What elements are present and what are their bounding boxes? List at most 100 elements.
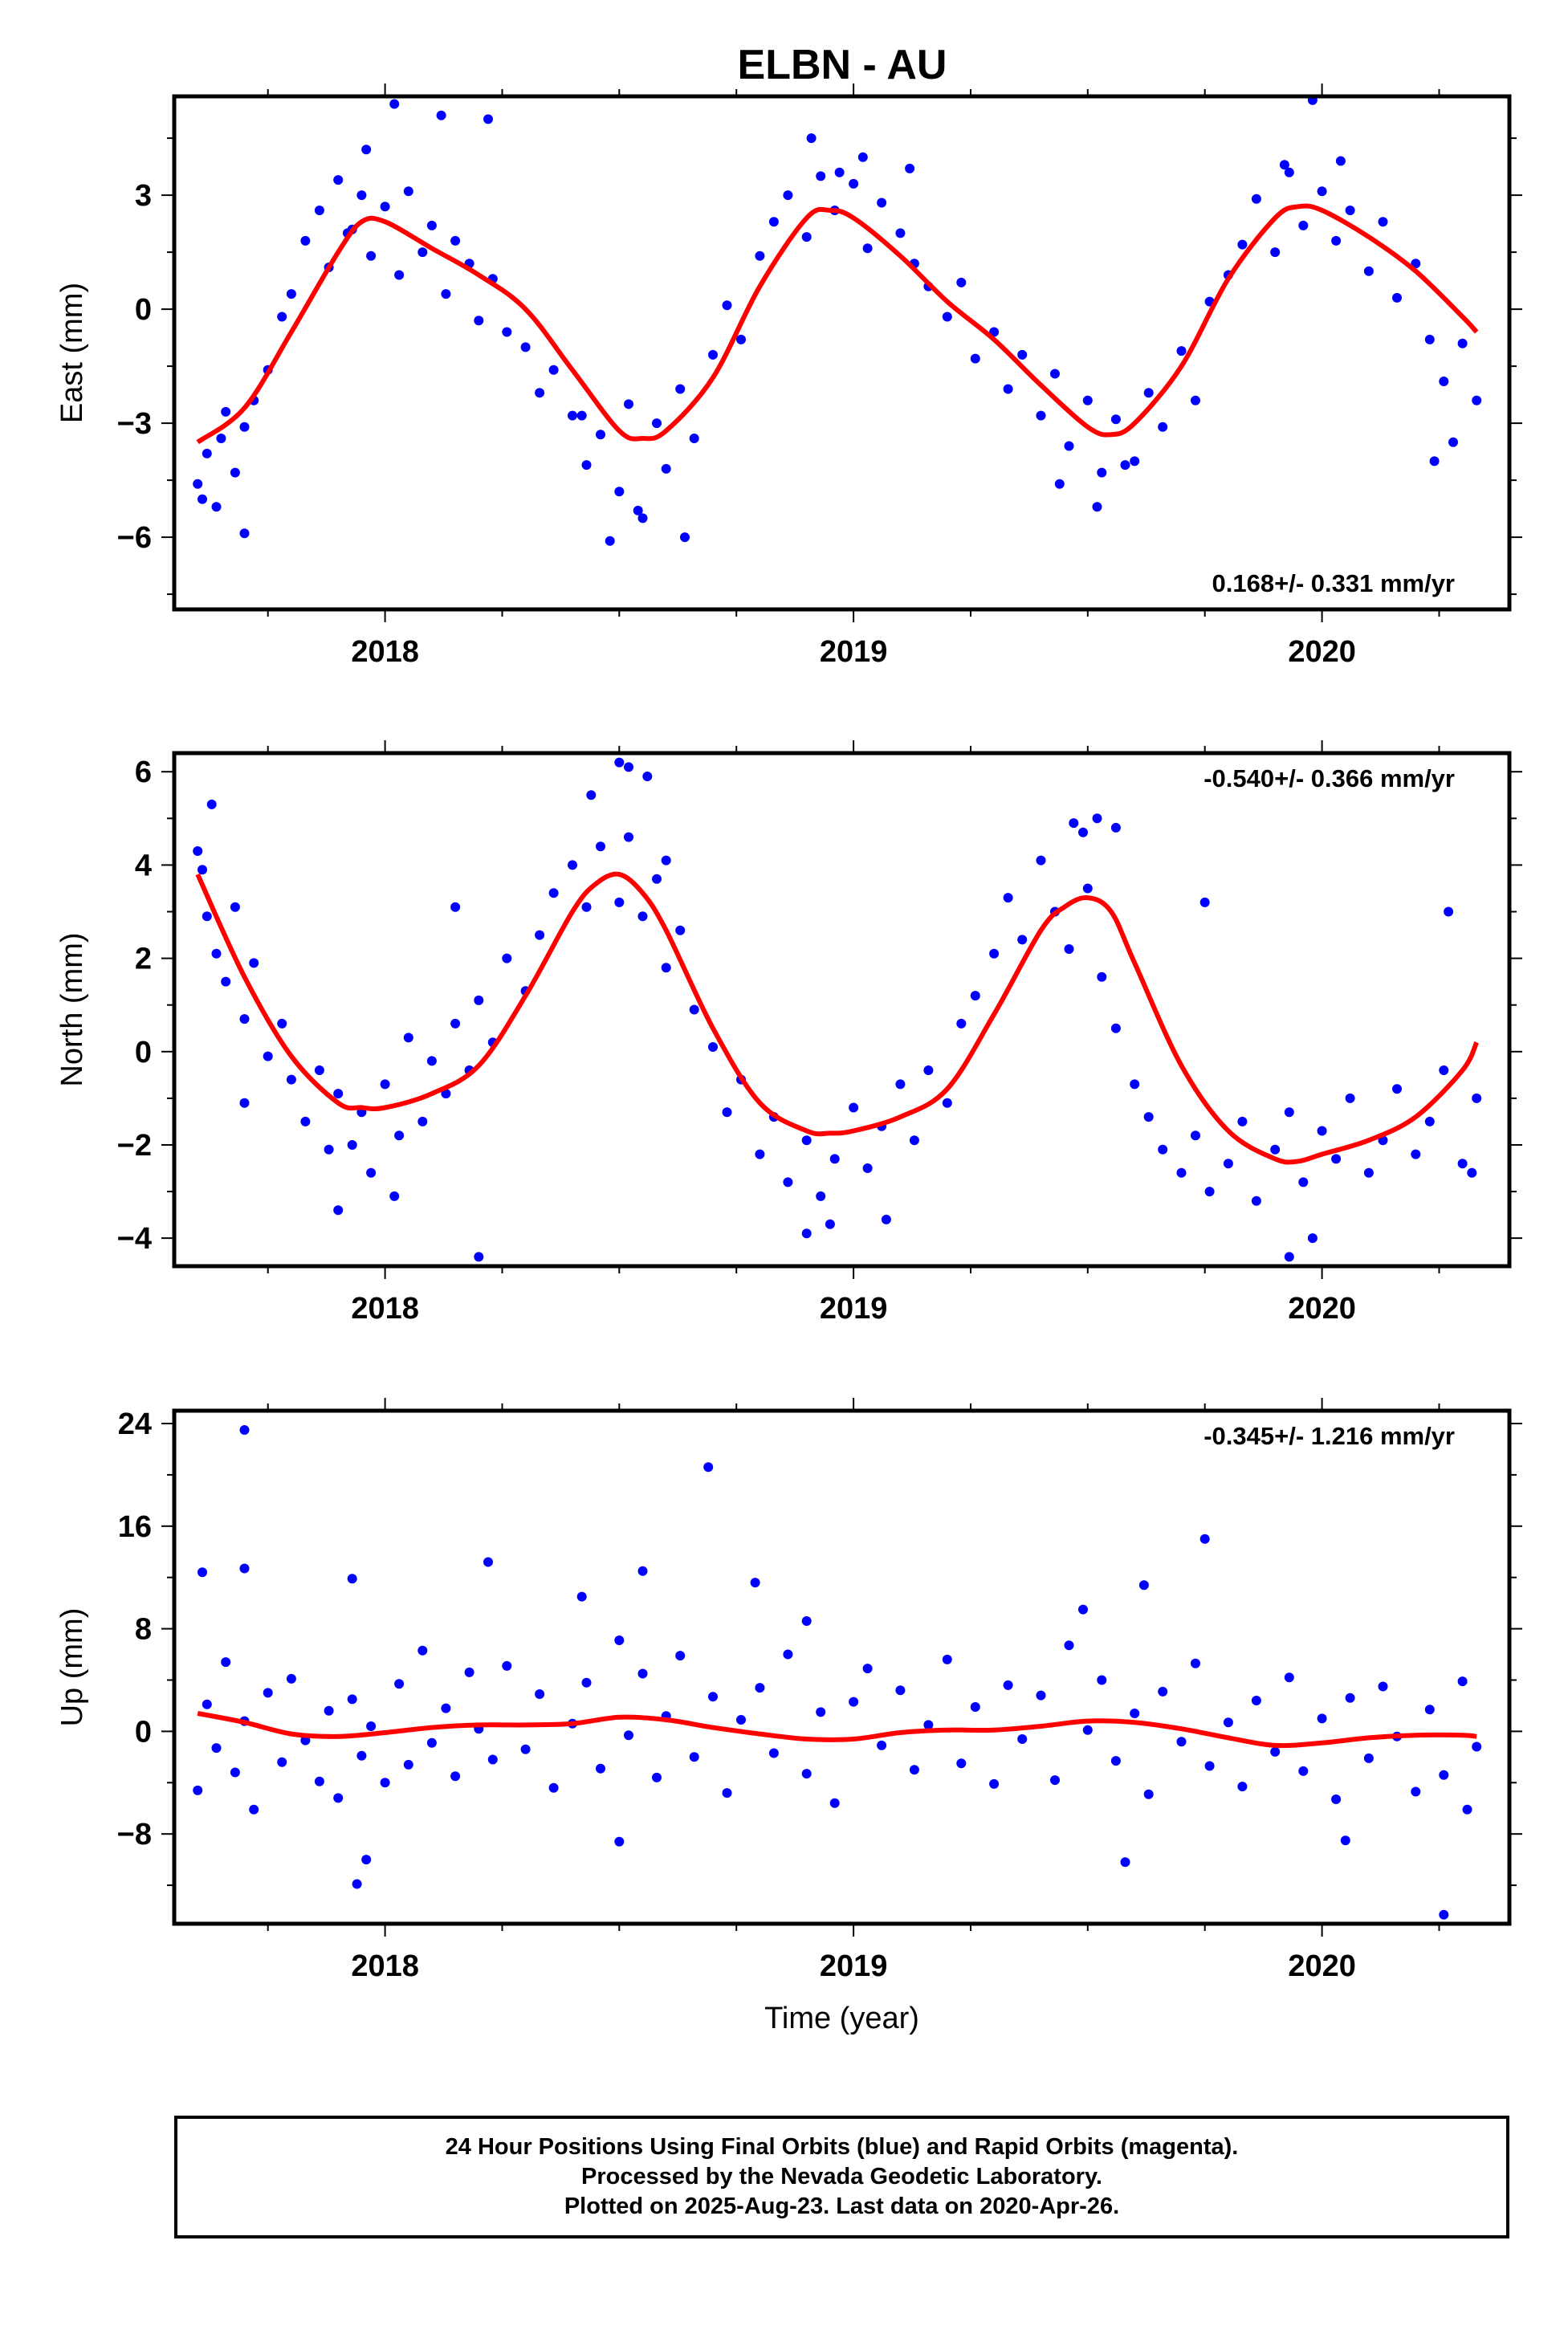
north-data-point [535, 930, 545, 940]
up-data-point [1378, 1681, 1388, 1692]
east-data-point [1036, 410, 1046, 421]
north-data-point [1439, 1065, 1449, 1075]
east-data-point [680, 532, 690, 543]
east-data-point [1378, 217, 1388, 227]
up-data-point [366, 1721, 377, 1731]
east-data-point [1307, 96, 1318, 105]
north-data-point [708, 1042, 718, 1052]
up-data-point [502, 1660, 512, 1671]
north-data-point [347, 1140, 357, 1150]
up-data-point [736, 1715, 746, 1725]
north-data-point [1130, 1079, 1140, 1090]
north-data-point [881, 1214, 891, 1224]
up-x-tick-label: 2019 [820, 1949, 888, 1983]
up-data-point [877, 1740, 887, 1750]
east-data-point [1363, 266, 1374, 276]
east-data-point [1429, 456, 1440, 466]
up-data-point [1331, 1794, 1342, 1804]
east-data-point [1345, 206, 1355, 215]
north-y-tick-label: 4 [135, 849, 152, 882]
east-y-axis-label: East (mm) [55, 283, 89, 423]
east-data-point [239, 528, 250, 539]
north-data-point [277, 1018, 287, 1029]
north-data-point [1472, 1093, 1482, 1103]
up-data-point [230, 1767, 240, 1778]
up-y-tick-label: 0 [135, 1715, 152, 1749]
up-data-point [286, 1673, 296, 1684]
east-data-point [1284, 167, 1294, 177]
east-data-point [221, 406, 231, 417]
east-y-tick-label: 3 [135, 179, 152, 213]
east-data-point [474, 316, 484, 326]
up-data-point [1457, 1676, 1468, 1687]
up-data-point [849, 1697, 859, 1707]
up-data-point [768, 1748, 779, 1758]
up-data-point [1363, 1753, 1374, 1763]
north-data-point [825, 1219, 835, 1229]
east-data-point [426, 220, 437, 230]
east-observations [193, 96, 1482, 609]
east-data-point [193, 479, 203, 489]
north-data-point [1003, 893, 1013, 903]
east-model-fit-line [196, 203, 1479, 445]
east-data-point [417, 247, 428, 258]
up-data-point [1003, 1680, 1013, 1690]
east-data-point [1251, 193, 1261, 204]
north-data-point [568, 860, 577, 870]
up-data-point [324, 1705, 334, 1716]
east-data-point [277, 312, 287, 322]
north-data-point [1017, 935, 1028, 945]
east-data-point [211, 502, 222, 512]
north-data-point [642, 772, 653, 781]
east-data-point [956, 277, 967, 287]
north-data-point [923, 1065, 934, 1075]
up-data-point [548, 1782, 559, 1793]
east-data-point [1411, 259, 1421, 269]
up-data-point [1345, 1693, 1355, 1703]
north-data-point [1444, 906, 1454, 917]
up-data-point [1143, 1789, 1154, 1799]
north-data-point [675, 925, 686, 935]
north-data-point [755, 1149, 765, 1159]
north-data-point [1078, 827, 1088, 837]
north-data-point [474, 995, 484, 1005]
up-data-point [1176, 1737, 1187, 1747]
north-data-point [1204, 1187, 1215, 1197]
north-data-point [829, 1154, 840, 1164]
north-data-point [596, 841, 605, 852]
up-data-point [614, 1836, 625, 1847]
north-data-point [1158, 1144, 1168, 1155]
north-data-point [193, 846, 203, 856]
east-rate-annotation: 0.168+/- 0.331 mm/yr [1212, 569, 1455, 597]
chart-title: ELBN - AU [738, 42, 947, 88]
east-x-tick-label: 2018 [351, 635, 419, 669]
east-data-point [624, 399, 633, 409]
north-y-tick-label: 0 [135, 1036, 152, 1069]
footer-line-1: 24 Hour Positions Using Final Orbits (bl… [445, 2134, 1239, 2160]
up-data-point [361, 1855, 372, 1865]
east-data-point [548, 365, 559, 375]
north-model-fit-line [195, 871, 1479, 1165]
up-observations [193, 1425, 1482, 1920]
up-data-point [356, 1750, 367, 1761]
east-data-point [661, 463, 671, 474]
up-panel: 2018 2019 2020 −8 0 8 16 24 Up (mm) -0.345+/- 1.2… [55, 1398, 1522, 2035]
east-data-point [633, 505, 643, 515]
north-data-point [989, 948, 1000, 959]
north-data-point [1082, 883, 1093, 894]
east-data-point [436, 110, 446, 120]
up-data-point [239, 1425, 250, 1435]
north-data-point [426, 1056, 437, 1066]
up-data-point [1050, 1775, 1060, 1786]
east-data-point [1472, 395, 1482, 405]
east-data-point [483, 114, 493, 124]
north-data-point [333, 1205, 344, 1216]
east-data-point [1424, 334, 1435, 344]
north-data-point [441, 1089, 451, 1099]
up-data-point [450, 1771, 461, 1782]
east-data-point [834, 167, 845, 177]
up-rate-annotation: -0.345+/- 1.216 mm/yr [1203, 1422, 1455, 1450]
north-plot-frame [172, 751, 1512, 1269]
up-data-point [347, 1694, 357, 1705]
up-data-point [708, 1692, 718, 1702]
